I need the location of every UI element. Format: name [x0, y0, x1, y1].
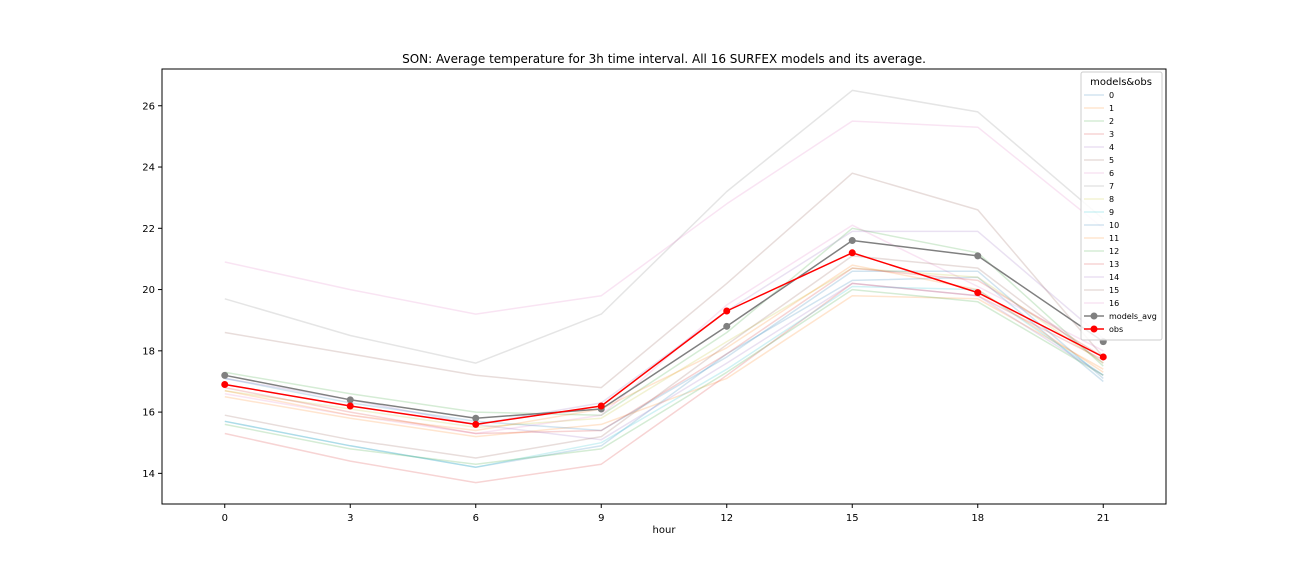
- data-point-models_avg: [848, 237, 856, 245]
- series-line-5: [224, 172, 1104, 389]
- series-line-7: [224, 89, 1104, 364]
- y-tick-label: 14: [142, 469, 155, 480]
- series-line-8: [224, 267, 1104, 429]
- legend-label-11: 11: [1109, 234, 1119, 243]
- series-line-0: [224, 276, 1104, 468]
- x-tick-label: 6: [473, 513, 479, 524]
- x-tick-label: 12: [720, 513, 733, 524]
- x-tick-label: 0: [222, 513, 228, 524]
- x-tick-label: 18: [971, 513, 984, 524]
- legend-label-5: 5: [1109, 156, 1114, 165]
- legend-label-3: 3: [1109, 130, 1114, 139]
- legend-frame: [1080, 71, 1163, 341]
- legend-label-4: 4: [1109, 143, 1114, 152]
- data-point-obs: [472, 420, 480, 428]
- legend-label-7: 7: [1109, 182, 1114, 191]
- series-line-13: [224, 267, 1104, 435]
- legend-label-15: 15: [1109, 286, 1119, 295]
- legend-label-1: 1: [1109, 104, 1114, 113]
- series-layer: [221, 89, 1107, 484]
- y-tick-label: 18: [142, 346, 155, 357]
- x-axis-label: hour: [653, 525, 677, 536]
- legend-label-16: 16: [1109, 299, 1119, 308]
- x-tick-label: 15: [846, 513, 859, 524]
- legend-label-14: 14: [1109, 273, 1119, 282]
- legend-marker-models_avg: [1090, 312, 1098, 320]
- data-point-models_avg: [346, 396, 354, 404]
- x-tick-label: 21: [1097, 513, 1110, 524]
- legend-title: models&obs: [1090, 77, 1152, 88]
- series-line-models_avg: [224, 239, 1104, 419]
- series-line-4: [224, 230, 1104, 426]
- data-point-models_avg: [472, 414, 480, 422]
- legend: models&obs 012345678910111213141516model…: [1080, 71, 1163, 341]
- x-tick-label: 3: [347, 513, 353, 524]
- data-point-obs: [597, 402, 605, 410]
- y-tick-label: 22: [142, 224, 155, 235]
- series-line-16: [224, 120, 1104, 315]
- legend-label-models_avg: models_avg: [1109, 312, 1157, 321]
- data-point-models_avg: [974, 252, 982, 260]
- data-point-obs: [346, 402, 354, 410]
- plot-frame: [161, 68, 1167, 505]
- data-point-models_avg: [723, 322, 731, 330]
- legend-label-8: 8: [1109, 195, 1114, 204]
- legend-label-obs: obs: [1109, 325, 1123, 334]
- x-tick-label: 9: [598, 513, 604, 524]
- series-line-9: [224, 285, 1104, 468]
- y-tick-label: 20: [142, 285, 155, 296]
- series-line-2: [224, 227, 1104, 416]
- data-point-obs: [848, 249, 856, 257]
- series-line-obs: [224, 252, 1104, 426]
- data-point-models_avg: [221, 371, 229, 379]
- y-tick-label: 26: [142, 101, 155, 112]
- legend-label-12: 12: [1109, 247, 1119, 256]
- series-line-10: [224, 270, 1104, 432]
- series-line-12: [224, 288, 1104, 465]
- series-line-15: [224, 255, 1104, 459]
- legend-label-9: 9: [1109, 208, 1114, 217]
- data-point-obs: [1099, 353, 1107, 361]
- data-point-obs: [974, 289, 982, 297]
- series-line-6: [224, 224, 1104, 435]
- y-axis: 14 16 18 20 22 24 26: [142, 101, 162, 480]
- series-line-3: [224, 282, 1104, 484]
- y-tick-label: 24: [142, 163, 155, 174]
- series-line-1: [224, 294, 1104, 438]
- data-point-obs: [723, 307, 731, 315]
- legend-label-6: 6: [1109, 169, 1114, 178]
- data-point-obs: [221, 381, 229, 389]
- x-axis: 0 3 6 9 12 15 18 21: [222, 504, 1110, 524]
- legend-marker-obs: [1090, 325, 1098, 333]
- legend-label-2: 2: [1109, 117, 1114, 126]
- legend-label-10: 10: [1109, 221, 1119, 230]
- legend-label-0: 0: [1109, 91, 1114, 100]
- y-tick-label: 16: [142, 408, 155, 419]
- chart-title: SON: Average temperature for 3h time int…: [402, 52, 926, 66]
- legend-label-13: 13: [1109, 260, 1119, 269]
